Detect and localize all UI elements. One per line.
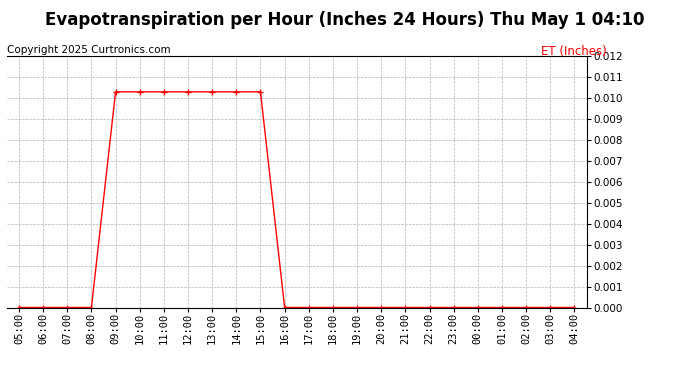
Text: Copyright 2025 Curtronics.com: Copyright 2025 Curtronics.com (7, 45, 170, 55)
Text: Evapotranspiration per Hour (Inches 24 Hours) Thu May 1 04:10: Evapotranspiration per Hour (Inches 24 H… (46, 11, 644, 29)
Text: ET (Inches): ET (Inches) (542, 45, 607, 58)
